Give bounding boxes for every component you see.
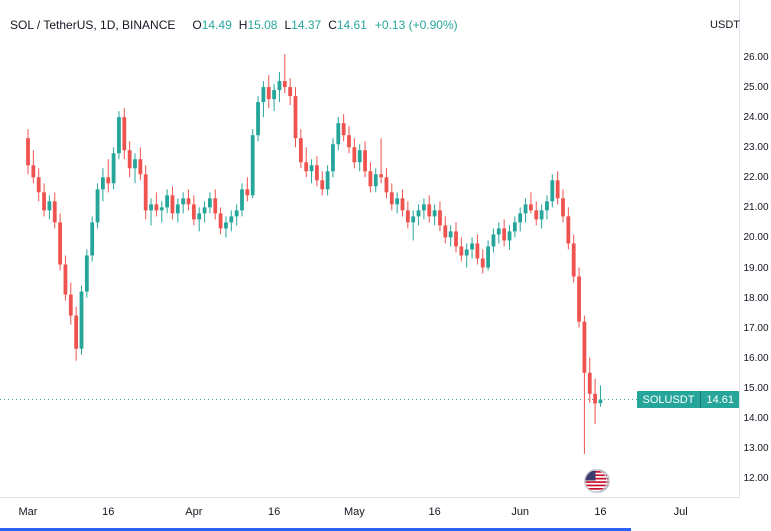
price-tick-label: 16.00 bbox=[743, 352, 769, 364]
price-tick-label: 14.00 bbox=[743, 412, 769, 424]
last-price-label[interactable]: SOLUSDT 14.61 bbox=[636, 391, 739, 408]
open-label: O bbox=[192, 18, 202, 32]
time-tick-label: 16 bbox=[428, 506, 441, 518]
badge-divider bbox=[700, 391, 702, 408]
low-value: 14.37 bbox=[291, 18, 322, 32]
price-tick-label: 26.00 bbox=[743, 52, 769, 63]
open-value: 14.49 bbox=[201, 18, 232, 32]
time-tick-label: Jul bbox=[673, 506, 688, 518]
close-label: C bbox=[328, 18, 337, 32]
price-tick-label: 18.00 bbox=[743, 292, 769, 304]
currency-label: USDT bbox=[710, 19, 740, 31]
change-value: +0.13 (+0.90%) bbox=[374, 18, 458, 32]
price-tick-label: 21.00 bbox=[743, 202, 769, 214]
price-tick-label: 24.00 bbox=[743, 112, 769, 124]
time-tick-label: Mar bbox=[18, 506, 38, 518]
price-tick-label: 23.00 bbox=[743, 142, 769, 154]
low-label: L bbox=[284, 18, 292, 32]
time-tick-label: 16 bbox=[594, 506, 607, 518]
high-value: 15.08 bbox=[247, 18, 278, 32]
price-tick-label: 15.00 bbox=[743, 382, 769, 394]
time-tick-label: May bbox=[343, 506, 365, 518]
price-tick-label: 25.00 bbox=[743, 82, 769, 94]
price-axis[interactable]: 26.00 25.00 24.00 23.00 22.00 21.00 20.00 19.00… bbox=[741, 0, 771, 498]
bottom-blue-bar bbox=[0, 528, 631, 531]
candlestick-chart[interactable] bbox=[0, 0, 740, 498]
price-tick-label: 12.00 bbox=[743, 473, 769, 484]
price-tick-label: 20.00 bbox=[743, 232, 769, 244]
chart-plot-area[interactable]: SOL / TetherUS, 1D, BINANCE O14.49 H15.08 L… bbox=[0, 0, 740, 498]
price-tick-label: 13.00 bbox=[743, 442, 769, 454]
price-tick-label: 19.00 bbox=[743, 262, 769, 274]
high-label: H bbox=[238, 18, 248, 32]
close-value: 14.61 bbox=[336, 18, 367, 32]
price-tick-label: 17.00 bbox=[743, 322, 769, 334]
price-tick-label: 22.00 bbox=[743, 172, 769, 184]
last-price-symbol: SOLUSDT bbox=[642, 393, 695, 406]
chart-legend: SOL / TetherUS, 1D, BINANCE O14.49 H15.08 L… bbox=[10, 18, 458, 32]
symbol-title[interactable]: SOL / TetherUS, 1D, BINANCE bbox=[10, 18, 176, 32]
last-price-value: 14.61 bbox=[706, 393, 734, 406]
time-tick-label: 16 bbox=[102, 506, 115, 518]
us-flag-event-icon[interactable] bbox=[584, 469, 608, 493]
time-axis[interactable]: Mar 16 Apr 16 May 16 Jun 16 Jul bbox=[0, 498, 740, 528]
time-tick-label: Apr bbox=[185, 506, 203, 518]
time-tick-label: 16 bbox=[267, 506, 281, 518]
time-tick-label: Jun bbox=[511, 506, 530, 518]
